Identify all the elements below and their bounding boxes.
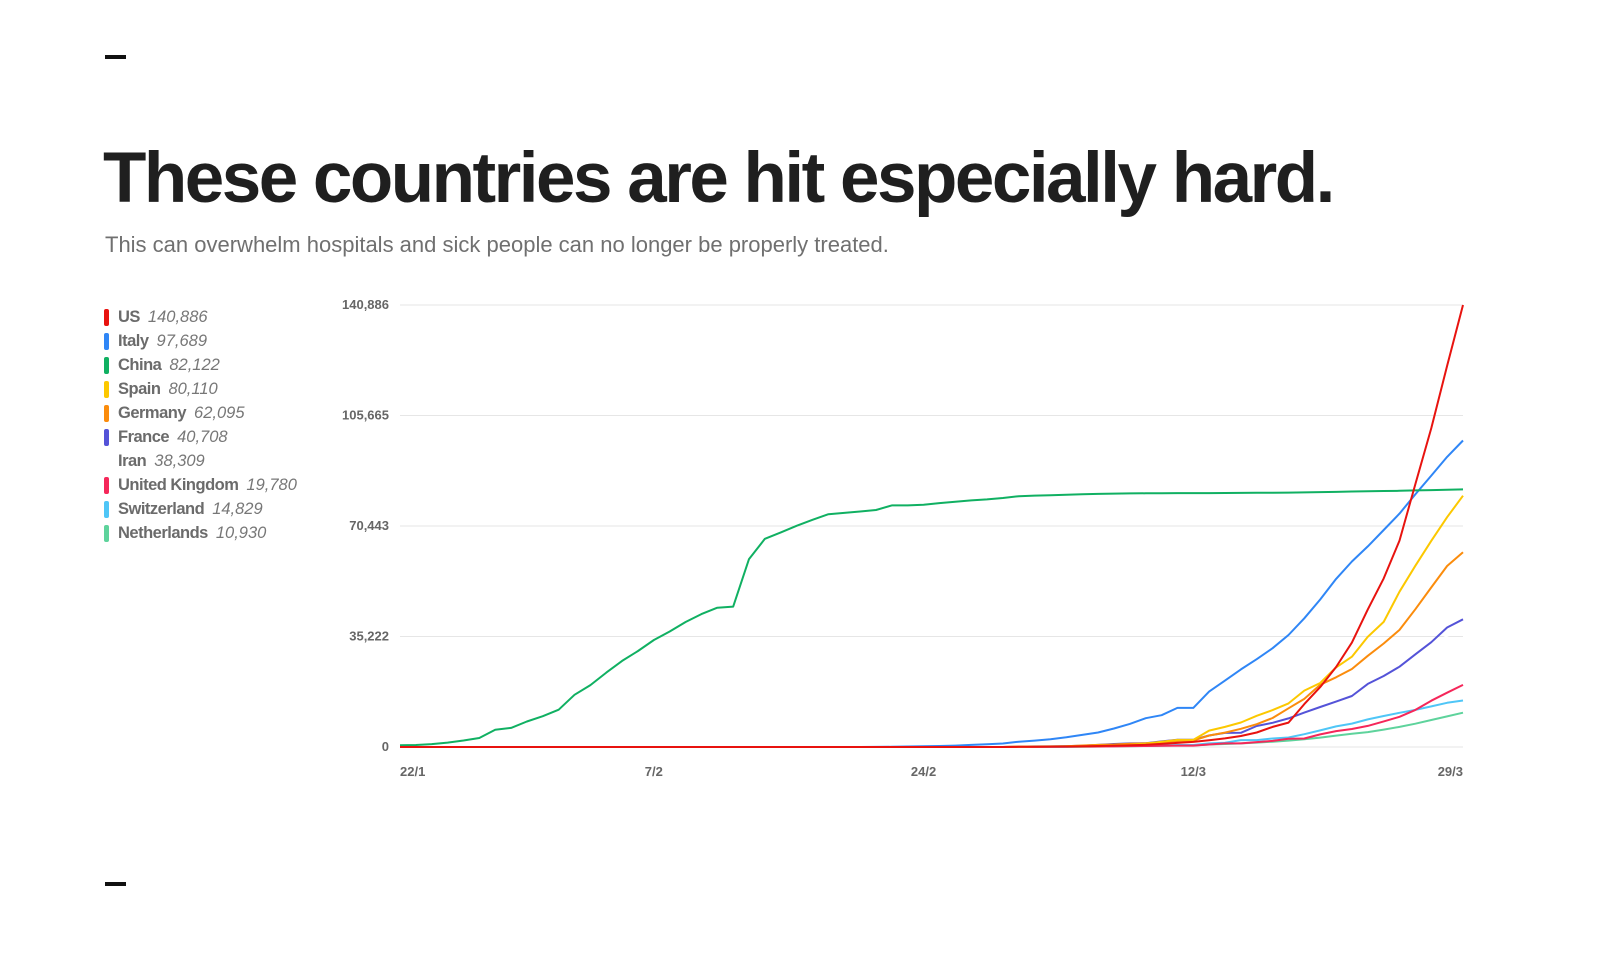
x-tick-label: 29/3 (1438, 764, 1463, 779)
page-subtitle: This can overwhelm hospitals and sick pe… (105, 232, 889, 257)
series-line-united-kingdom (400, 684, 1464, 748)
legend-country-name: Netherlands (118, 523, 208, 542)
line-chart: 0 35,222 70,443 105,665 140,886 22/1 7/2 24/2 12… (342, 297, 1464, 779)
y-tick-label: 0 (382, 739, 389, 754)
legend-item-switzerland: Switzerland 14,829 (104, 497, 297, 521)
x-tick-label: 7/2 (645, 764, 663, 779)
y-tick-label: 140,886 (342, 297, 389, 312)
legend-swatch (104, 404, 109, 422)
legend-item-us: US 140,886 (104, 305, 297, 329)
x-tick-label: 12/3 (1181, 764, 1206, 779)
legend-item-china: China 82,122 (104, 353, 297, 377)
legend-case-count: 10,930 (215, 523, 267, 542)
legend-swatch (104, 308, 109, 326)
legend-country-name: China (118, 355, 162, 374)
page-title: These countries are hit especially hard. (103, 139, 1335, 218)
legend-case-count: 82,122 (169, 355, 220, 374)
legend-case-count: 80,110 (168, 379, 218, 398)
legend-item-france: France 40,708 (104, 425, 297, 449)
legend-country-name: Spain (118, 379, 161, 398)
series-line-china (399, 488, 1464, 747)
series-line-germany (400, 551, 1464, 748)
series-line-netherlands (400, 711, 1464, 748)
top-dash-decoration (105, 55, 126, 59)
legend-country-name: Germany (118, 403, 187, 422)
legend-swatch (104, 428, 109, 446)
legend-country-name: United Kingdom (118, 475, 239, 494)
legend-country-name: US (118, 307, 140, 326)
series-line-france (400, 618, 1464, 748)
legend-swatch (104, 500, 109, 518)
legend-case-count: 97,689 (156, 331, 207, 350)
series-line-iran (400, 625, 1464, 748)
legend-item-iran: Iran 38,309 (104, 449, 297, 473)
legend-item-united-kingdom: United Kingdom 19,780 (104, 473, 297, 497)
y-tick-label: 35,222 (349, 628, 389, 643)
x-tick-label: 24/2 (911, 764, 936, 779)
legend-country-name: Switzerland (118, 499, 205, 518)
legend-case-count: 140,886 (147, 307, 208, 326)
legend-case-count: 38,309 (154, 451, 205, 470)
series-line-us (400, 304, 1464, 748)
legend-country-name: Iran (118, 451, 147, 470)
legend-case-count: 40,708 (177, 427, 228, 446)
y-tick-label: 105,665 (342, 407, 389, 422)
bottom-dash-decoration (105, 882, 126, 886)
legend-swatch (104, 332, 109, 350)
y-tick-label: 70,443 (349, 518, 389, 533)
legend-item-netherlands: Netherlands 10,930 (104, 521, 297, 545)
legend-case-count: 62,095 (194, 403, 245, 422)
x-tick-label: 22/1 (400, 764, 425, 779)
legend-swatch (104, 356, 109, 374)
legend-item-spain: Spain 80,110 (104, 377, 297, 401)
chart-legend: US 140,886 Italy 97,689 China 82,122 Spain 80,1… (104, 305, 297, 545)
legend-swatch (104, 524, 109, 542)
legend-swatch (104, 452, 109, 470)
legend-case-count: 19,780 (246, 475, 297, 494)
legend-item-germany: Germany 62,095 (104, 401, 297, 425)
legend-item-italy: Italy 97,689 (104, 329, 297, 353)
legend-country-name: Italy (118, 331, 149, 350)
legend-swatch (104, 380, 109, 398)
series-line-italy (400, 439, 1464, 748)
legend-swatch (104, 476, 109, 494)
legend-country-name: France (118, 427, 170, 446)
legend-case-count: 14,829 (212, 499, 263, 518)
